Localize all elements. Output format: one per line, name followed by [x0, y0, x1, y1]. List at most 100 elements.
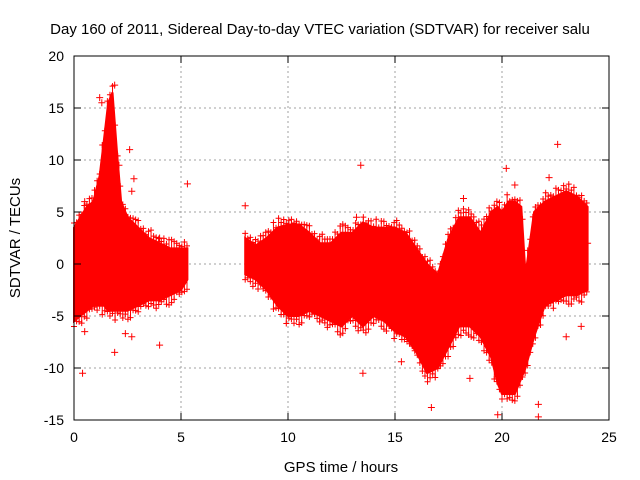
- data-point: [421, 372, 428, 379]
- data-point: [142, 302, 149, 309]
- data-point: [445, 353, 452, 360]
- data-point: [81, 313, 88, 320]
- data-point: [76, 318, 83, 325]
- data-point: [249, 283, 256, 290]
- data-point: [352, 323, 359, 330]
- data-point: [403, 229, 410, 236]
- outlier-point: [566, 203, 574, 211]
- outlier-point: [459, 194, 467, 202]
- data-point: [578, 192, 585, 199]
- data-point: [576, 297, 583, 304]
- outlier-point: [126, 146, 134, 154]
- data-point: [450, 224, 457, 231]
- data-point: [542, 189, 549, 196]
- data-point: [409, 343, 416, 350]
- outlier-point: [98, 99, 106, 107]
- data-point: [481, 216, 488, 223]
- data-point: [506, 394, 513, 401]
- outlier-point: [156, 234, 164, 242]
- data-point: [293, 316, 300, 323]
- data-point: [247, 234, 254, 241]
- data-point: [563, 298, 570, 305]
- data-point: [388, 325, 395, 332]
- data-point: [109, 310, 116, 317]
- data-point: [319, 317, 326, 324]
- outlier-point: [502, 164, 510, 172]
- data-point: [478, 339, 485, 346]
- data-point: [432, 374, 439, 381]
- data-point: [447, 225, 454, 232]
- data-point: [244, 235, 251, 242]
- outlier-point: [130, 175, 138, 183]
- data-point: [334, 328, 341, 335]
- data-point: [275, 215, 282, 222]
- data-point: [483, 349, 490, 356]
- x-tick-label: 5: [177, 429, 185, 445]
- data-point: [547, 299, 554, 306]
- data-point: [168, 299, 175, 306]
- data-point: [463, 209, 470, 216]
- data-point: [406, 228, 413, 235]
- data-point: [442, 241, 449, 248]
- data-point: [445, 231, 452, 238]
- data-point: [344, 317, 351, 324]
- outlier-point: [156, 341, 164, 349]
- data-point: [545, 303, 552, 310]
- data-point: [275, 305, 282, 312]
- data-point: [285, 315, 292, 322]
- data-point: [429, 263, 436, 270]
- data-point: [519, 216, 526, 223]
- data-point: [267, 229, 274, 236]
- data-point: [396, 331, 403, 338]
- data-point: [499, 207, 505, 214]
- data-point: [314, 236, 321, 243]
- data-point: [558, 187, 565, 194]
- data-point: [332, 321, 339, 328]
- data-point: [270, 219, 277, 226]
- data-point: [78, 320, 85, 327]
- data-point: [416, 359, 423, 366]
- data-point: [514, 393, 521, 400]
- data-point: [488, 359, 495, 366]
- data-point: [470, 334, 477, 341]
- data-point: [257, 281, 264, 288]
- data-point: [424, 378, 431, 385]
- data-point: [181, 238, 188, 245]
- data-point: [468, 210, 475, 217]
- data-point: [488, 208, 495, 215]
- data-point: [247, 278, 254, 285]
- data-point: [117, 183, 124, 190]
- data-point: [452, 334, 459, 341]
- data-point: [288, 216, 295, 223]
- data-point: [434, 365, 441, 372]
- data-point: [104, 308, 111, 315]
- y-tick-label: 20: [48, 48, 64, 64]
- outlier-point: [397, 358, 405, 366]
- data-point: [419, 368, 426, 375]
- data-point: [150, 233, 157, 240]
- data-point: [306, 222, 313, 229]
- data-point: [342, 325, 349, 332]
- data-point: [91, 304, 98, 311]
- data-point: [414, 242, 421, 249]
- data-point: [398, 225, 405, 232]
- data-point: [78, 211, 85, 218]
- data-point: [283, 220, 290, 227]
- outlier-point: [534, 400, 542, 408]
- data-point: [112, 122, 119, 129]
- data-point: [522, 369, 529, 376]
- data-point: [511, 196, 518, 203]
- data-point: [524, 247, 531, 254]
- data-point: [86, 306, 93, 313]
- data-point: [285, 217, 292, 224]
- data-point: [457, 332, 464, 339]
- data-point: [537, 322, 544, 329]
- data-point: [409, 237, 416, 244]
- outlier-point: [494, 411, 502, 419]
- data-point: [106, 312, 113, 319]
- data-point: [280, 311, 287, 318]
- x-tick-label: 15: [387, 429, 403, 445]
- data-point: [393, 217, 400, 224]
- data-point: [104, 98, 111, 105]
- data-point: [424, 258, 431, 265]
